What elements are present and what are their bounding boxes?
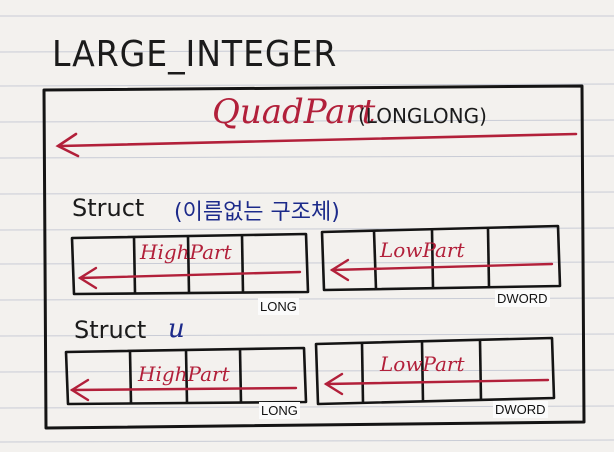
struct-u-highpart-label: HighPart xyxy=(138,362,230,386)
struct1-low-box xyxy=(320,224,562,292)
struct-u-keyword: Struct xyxy=(74,316,147,344)
ruled-line xyxy=(0,155,614,159)
quadpart-arrow xyxy=(55,132,578,158)
ruled-line xyxy=(0,333,614,337)
struct-anonymous-keyword: Struct xyxy=(72,194,145,222)
outer-frame xyxy=(42,84,586,430)
struct-u-low-arrow xyxy=(323,372,550,396)
ruled-line xyxy=(0,49,614,53)
struct-u-highpart-type: LONG xyxy=(259,402,300,419)
struct-u-low-box xyxy=(314,336,556,406)
ruled-line xyxy=(0,369,614,373)
struct-anonymous-lowpart-label: LowPart xyxy=(380,238,465,262)
struct1-high-arrow xyxy=(77,266,302,290)
ruled-lines xyxy=(0,15,614,443)
struct-anonymous-note: (이름없는 구조체) xyxy=(174,200,340,225)
struct-u-name: u xyxy=(168,314,185,344)
struct1-low-arrow xyxy=(329,258,554,282)
struct-u-lowpart-label: LowPart xyxy=(380,352,465,376)
ruled-line xyxy=(0,227,614,231)
quadpart-label: QuadPart xyxy=(212,92,376,132)
struct-u-lowpart-type: DWORD xyxy=(493,401,548,418)
ruled-line xyxy=(0,119,614,123)
struct-u-high-arrow xyxy=(69,378,298,402)
quadpart-type: (LONGLONG) xyxy=(358,104,487,128)
struct1-high-box xyxy=(70,232,310,296)
ruled-line xyxy=(0,439,614,443)
page-title: LARGE_INTEGER xyxy=(52,34,338,75)
ruled-line xyxy=(0,83,614,87)
struct-anonymous-lowpart-type: DWORD xyxy=(495,290,550,307)
struct-anonymous-highpart-label: HighPart xyxy=(140,240,232,264)
struct-anonymous-highpart-type: LONG xyxy=(258,298,299,315)
ruled-line xyxy=(0,191,614,195)
struct-u-high-box xyxy=(64,346,308,406)
